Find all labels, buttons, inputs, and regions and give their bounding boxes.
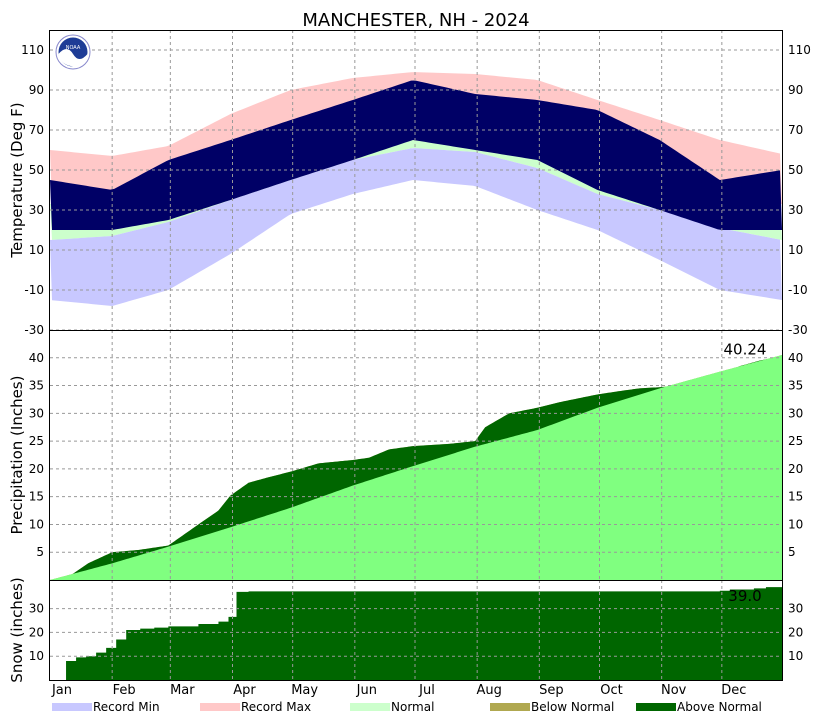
month-label: Apr <box>233 683 256 698</box>
legend: Record Min Record Max Normal Below Normal Ab… <box>52 700 762 714</box>
temperature-tick-left: 10 <box>29 243 44 257</box>
temperature-tick-left: 110 <box>21 43 44 57</box>
month-label: Dec <box>721 683 746 698</box>
temperature-tick-right: 50 <box>788 163 803 177</box>
precipitation-tick-left: 15 <box>29 490 44 504</box>
snow-tick-left: 10 <box>29 649 44 663</box>
precipitation-tick-right: 5 <box>788 545 796 559</box>
precipitation-axis-label: Precipitation (Inches) <box>8 376 26 535</box>
legend-label: Below Normal <box>531 700 614 714</box>
snow-tick-right: 10 <box>788 649 803 663</box>
legend-label: Normal <box>391 700 434 714</box>
precipitation-tick-left: 20 <box>29 462 44 476</box>
temperature-tick-right: -30 <box>788 323 808 337</box>
chart-title: MANCHESTER, NH - 2024 <box>302 10 529 31</box>
month-label: Aug <box>476 683 501 698</box>
precipitation-tick-right: 25 <box>788 434 803 448</box>
legend-label: Above Normal <box>677 700 762 714</box>
precipitation-tick-right: 15 <box>788 490 803 504</box>
precipitation-tick-right: 30 <box>788 406 803 420</box>
temperature-tick-right: 110 <box>788 43 811 57</box>
month-label: Jan <box>51 683 72 698</box>
precipitation-tick-left: 10 <box>29 517 44 531</box>
noaa-logo-text: NOAA <box>66 45 81 51</box>
month-axis: Jan Feb Mar Apr May Jun Jul Aug Sep Oct Nov Dec <box>51 683 746 698</box>
month-label: Oct <box>600 683 622 698</box>
month-label: May <box>291 683 318 698</box>
precipitation-tick-left: 5 <box>36 545 44 559</box>
record-max-band <box>50 72 782 204</box>
precipitation-tick-left: 35 <box>29 379 44 393</box>
snow-tick-right: 20 <box>788 625 803 639</box>
temperature-tick-left: 50 <box>29 163 44 177</box>
temperature-tick-right: -10 <box>788 283 808 297</box>
precipitation-total-label: 40.24 <box>724 340 767 358</box>
snow-axis-label: Snow (inches) <box>8 577 26 682</box>
normal-precip-area <box>50 355 782 580</box>
month-label: Feb <box>113 683 136 698</box>
precipitation-tick-right: 20 <box>788 462 803 476</box>
legend-swatch <box>200 703 240 711</box>
temperature-axis-label: Temperature (Deg F) <box>8 102 26 258</box>
temperature-panel: -30 -30 -10 -10 10 10 30 30 50 50 70 70 90 90 110 110 T… <box>8 30 811 337</box>
legend-swatch <box>490 703 530 711</box>
temperature-tick-left: -30 <box>24 323 44 337</box>
snow-tick-left: 20 <box>29 625 44 639</box>
precipitation-tick-left: 30 <box>29 406 44 420</box>
month-label: Jul <box>418 683 435 698</box>
legend-swatch <box>52 703 92 711</box>
temperature-tick-right: 70 <box>788 123 803 137</box>
temperature-tick-right: 30 <box>788 203 803 217</box>
precipitation-tick-right: 10 <box>788 517 803 531</box>
precipitation-tick-right: 40 <box>788 351 803 365</box>
snow-total-label: 39.0 <box>728 587 761 605</box>
month-label: Nov <box>661 683 687 698</box>
precipitation-tick-left: 40 <box>29 351 44 365</box>
legend-label: Record Min <box>93 700 160 714</box>
legend-swatch <box>350 703 390 711</box>
snow-panel: 10 10 20 20 30 30 Snow (inches) 39.0 <box>8 577 803 682</box>
temperature-tick-left: -10 <box>24 283 44 297</box>
snow-panel-frame <box>49 580 783 681</box>
month-label: Jun <box>356 683 377 698</box>
snow-area <box>50 587 782 680</box>
precipitation-panel: 5 5 10 10 15 15 20 20 25 25 30 30 35 35 40 40 Precipita… <box>8 330 803 581</box>
observed-temperature-band <box>50 80 782 230</box>
temperature-tick-right: 10 <box>788 243 803 257</box>
precipitation-tick-right: 35 <box>788 379 803 393</box>
legend-swatch <box>636 703 676 711</box>
temperature-tick-left: 90 <box>29 83 44 97</box>
snow-tick-right: 30 <box>788 602 803 616</box>
temperature-tick-left: 70 <box>29 123 44 137</box>
month-label: Sep <box>539 683 564 698</box>
month-label: Mar <box>170 683 195 698</box>
temperature-tick-left: 30 <box>29 203 44 217</box>
snow-tick-left: 30 <box>29 602 44 616</box>
noaa-logo: NOAA <box>55 34 91 70</box>
legend-label: Record Max <box>241 700 311 714</box>
precipitation-tick-left: 25 <box>29 434 44 448</box>
temperature-tick-right: 90 <box>788 83 803 97</box>
